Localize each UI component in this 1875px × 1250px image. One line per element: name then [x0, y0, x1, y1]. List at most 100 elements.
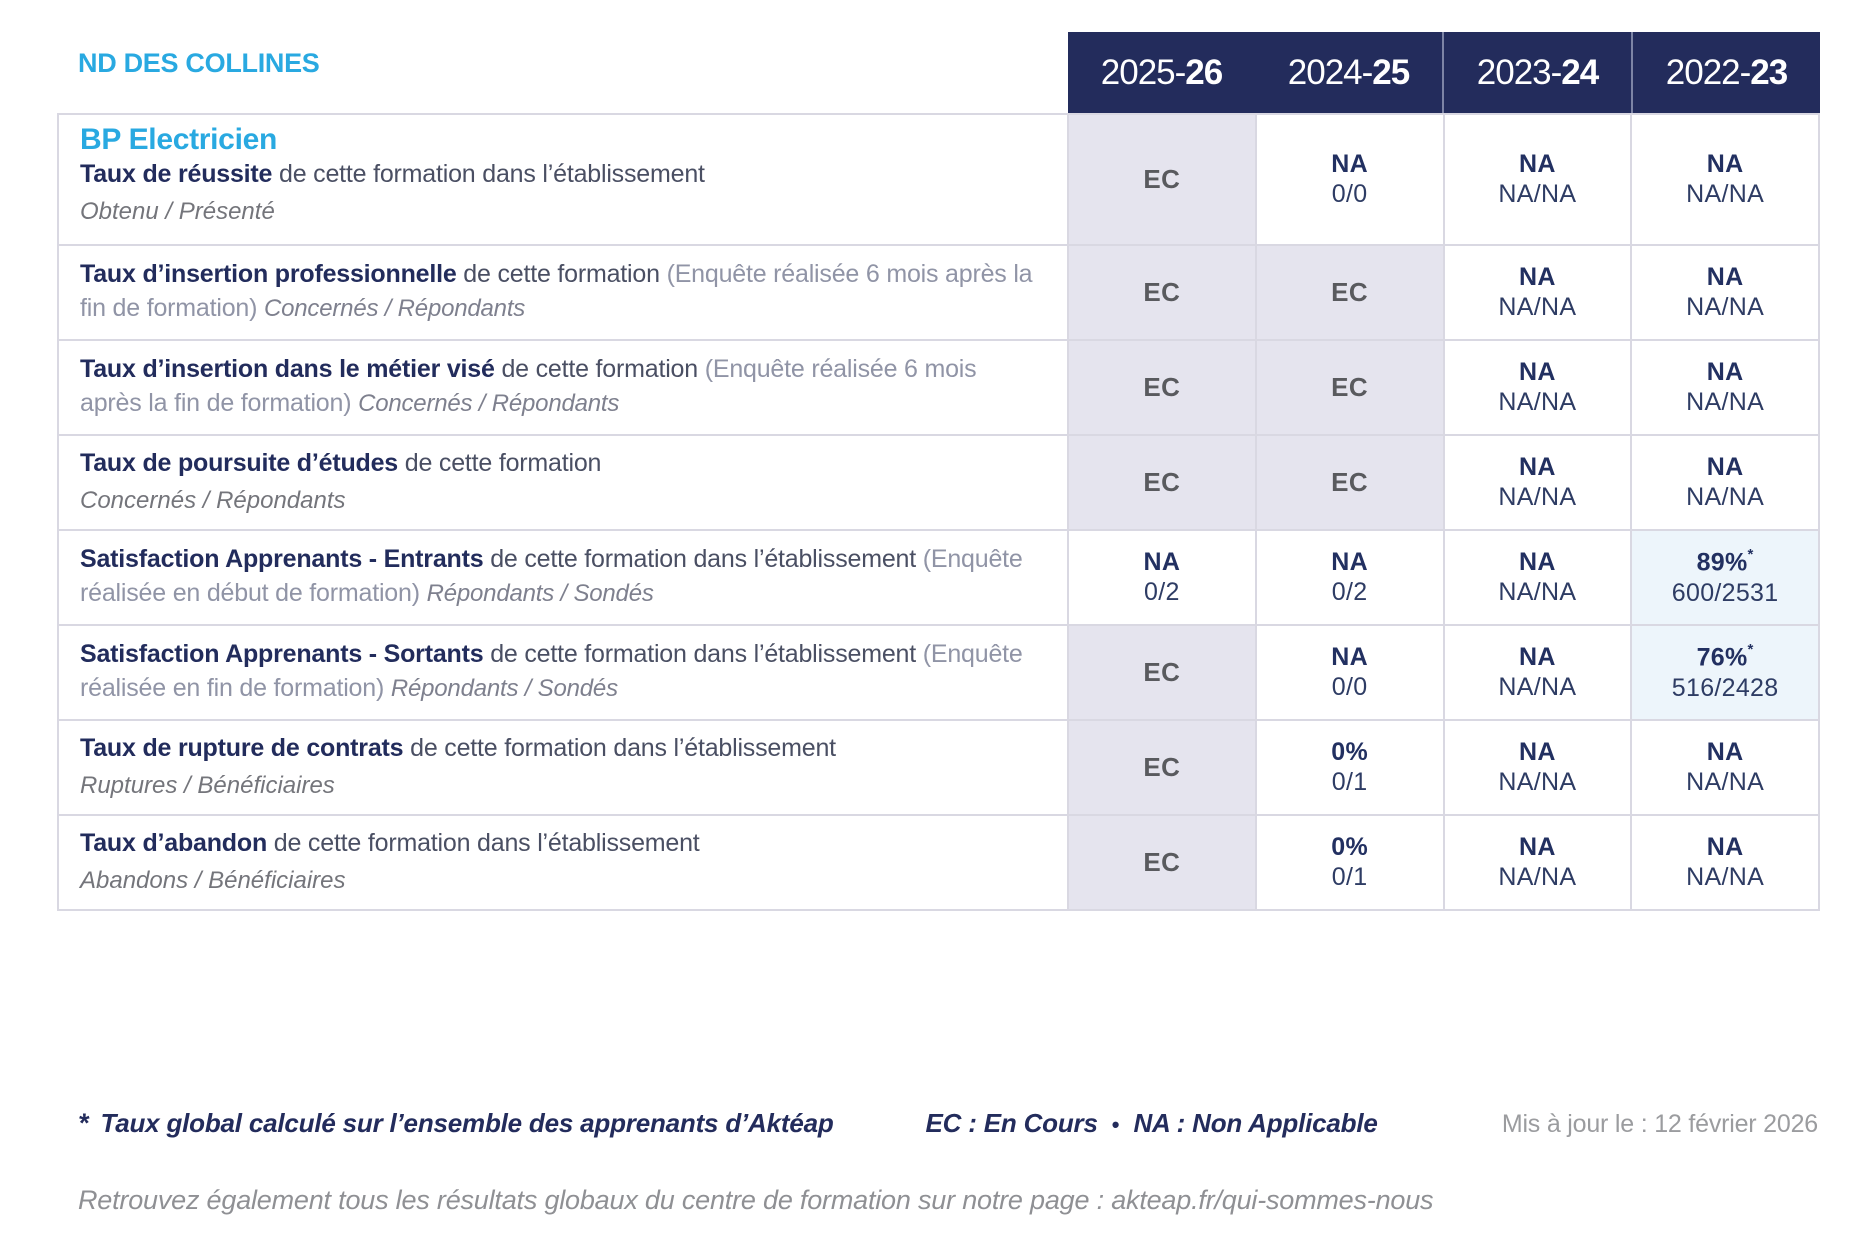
row-title: Taux de rupture de contrats	[80, 733, 404, 762]
year-bold: 24	[1561, 52, 1599, 92]
cell-subvalue: 0/2	[1144, 578, 1180, 606]
row-title: Taux de réussite	[80, 160, 273, 188]
cell-value: EC	[1331, 372, 1369, 402]
bullet-separator-icon: •	[1111, 1112, 1120, 1137]
year-column-2023-24: 2023- 24	[1442, 32, 1631, 113]
row-description: de cette formation dans l’établissement	[490, 545, 916, 574]
row-subtitle: Répondants / Sondés	[390, 674, 618, 702]
row-label: Satisfaction Apprenants - Sortants de ce…	[59, 626, 1067, 719]
table-cell: EC	[1067, 436, 1255, 529]
year-prefix: 2025-	[1100, 52, 1187, 92]
table-cell: NA 0/0	[1254, 115, 1443, 244]
table-cell: NA NA/NA	[1442, 341, 1631, 434]
row-label-text: Satisfaction Apprenants - Sortants de ce…	[80, 638, 1041, 705]
year-column-2025-26: 2025- 26	[1068, 32, 1255, 113]
year-bold: 25	[1372, 52, 1410, 92]
row-label: Taux d’insertion professionnelle de cett…	[59, 246, 1067, 339]
cell-value: NA	[1519, 833, 1556, 861]
row-label-text: Taux d’insertion dans le métier visé de …	[80, 353, 1041, 420]
table-row-insertion-metier-vise: Taux d’insertion dans le métier visé de …	[59, 339, 1818, 434]
footnote-text: Taux global calculé sur l’ensemble des a…	[100, 1108, 834, 1138]
table-cell-highlighted: 89%* 600/2531	[1630, 531, 1818, 624]
cell-value: 0%	[1331, 738, 1368, 766]
cell-value: NA	[1331, 548, 1368, 576]
cell-subvalue: NA/NA	[1686, 180, 1765, 208]
asterisk-marker: *	[78, 1108, 89, 1138]
cell-value: EC	[1331, 467, 1369, 497]
row-label: Taux d’abandon de cette formation dans l…	[59, 816, 1067, 909]
table-cell: EC	[1067, 341, 1255, 434]
table-row-rupture-contrats: Taux de rupture de contrats de cette for…	[59, 719, 1818, 814]
table-cell: NA 0/0	[1254, 626, 1443, 719]
cell-subvalue: NA/NA	[1498, 180, 1577, 208]
row-description: de cette formation dans l’établissement	[410, 733, 836, 762]
table-cell: EC	[1254, 341, 1443, 434]
table-cell: NA 0/2	[1067, 531, 1255, 624]
school-name: ND DES COLLINES	[78, 48, 320, 78]
cell-value: EC	[1143, 467, 1181, 497]
legend-na: NA : Non Applicable	[1133, 1108, 1378, 1138]
table-cell: EC	[1254, 436, 1443, 529]
cell-value: 76%*	[1696, 641, 1754, 672]
cell-subvalue: NA/NA	[1498, 578, 1577, 606]
row-label: Satisfaction Apprenants - Entrants de ce…	[59, 531, 1067, 624]
cell-value: EC	[1143, 752, 1181, 782]
cell-subvalue: NA/NA	[1686, 768, 1765, 796]
last-updated-date: Mis à jour le : 12 février 2026	[1501, 1110, 1818, 1138]
row-title: Taux de poursuite d’études	[80, 448, 398, 477]
table-cell: NA NA/NA	[1442, 721, 1631, 814]
cell-value: EC	[1143, 657, 1181, 687]
table-cell: EC	[1254, 246, 1443, 339]
cell-value: EC	[1143, 164, 1181, 194]
row-label-text: Taux de poursuite d’études de cette form…	[80, 447, 1041, 480]
cell-value: EC	[1143, 847, 1181, 877]
cell-subvalue: NA/NA	[1686, 863, 1765, 891]
cell-value: EC	[1143, 277, 1181, 307]
table-cell: EC	[1067, 721, 1255, 814]
cell-value: NA	[1706, 358, 1744, 386]
row-label: Taux d’insertion dans le métier visé de …	[59, 341, 1067, 434]
row-title: Satisfaction Apprenants - Entrants	[80, 545, 484, 574]
cell-subvalue: NA/NA	[1498, 768, 1577, 796]
cell-subvalue: 0/1	[1331, 768, 1368, 796]
table-cell: NA NA/NA	[1442, 246, 1631, 339]
table-row-abandon: Taux d’abandon de cette formation dans l…	[59, 814, 1818, 909]
table-cell: EC	[1067, 115, 1255, 244]
row-subtitle: Obtenu / Présenté	[80, 198, 275, 226]
row-label-text: Satisfaction Apprenants - Entrants de ce…	[80, 543, 1041, 610]
table-cell: NA NA/NA	[1442, 531, 1631, 624]
table-row-satisfaction-entrants: Satisfaction Apprenants - Entrants de ce…	[59, 529, 1818, 624]
table-row-taux-de-reussite: BP Electricien Taux de réussite de cette…	[59, 115, 1818, 244]
cell-value: NA	[1519, 263, 1556, 291]
row-label-text: Taux d’abandon de cette formation dans l…	[80, 827, 1041, 860]
cell-value: NA	[1706, 453, 1744, 481]
year-prefix: 2024-	[1287, 52, 1374, 92]
results-table: BP Electricien Taux de réussite de cette…	[57, 113, 1820, 911]
cell-value: NA	[1519, 453, 1556, 481]
table-cell: NA NA/NA	[1630, 115, 1818, 244]
row-description: de cette formation	[463, 260, 660, 289]
row-label-text: Taux d’insertion professionnelle de cett…	[80, 258, 1041, 325]
table-cell: EC	[1067, 816, 1255, 909]
legend: EC : En Cours • NA : Non Applicable	[926, 1108, 1378, 1139]
row-subtitle: Abandons / Bénéficiaires	[80, 867, 346, 895]
cell-subvalue: NA/NA	[1686, 483, 1765, 511]
cell-subvalue: NA/NA	[1686, 388, 1765, 416]
legend-ec: EC : En Cours	[925, 1108, 1098, 1138]
year-column-2022-23: 2022- 23	[1631, 32, 1820, 113]
row-subtitle: Concernés / Répondants	[264, 294, 526, 322]
table-cell-highlighted: 76%* 516/2428	[1630, 626, 1818, 719]
cell-value: NA	[1519, 738, 1556, 766]
year-header-row: 2025- 26 2024- 25 2023- 24 2022- 23	[1068, 32, 1820, 113]
row-label: Taux de rupture de contrats de cette for…	[59, 721, 1067, 814]
row-subtitle: Concernés / Répondants	[80, 487, 346, 515]
row-parenthetical: (Enquête réalisée en début de formation)	[80, 545, 1023, 607]
year-column-2024-25: 2024- 25	[1255, 32, 1442, 113]
table-row-insertion-professionnelle: Taux d’insertion professionnelle de cett…	[59, 244, 1818, 339]
row-parenthetical: (Enquête réalisée en fin de formation)	[80, 640, 1023, 702]
cell-subvalue: 0/0	[1331, 180, 1368, 208]
asterisk-marker: *	[1747, 641, 1754, 659]
cell-subvalue: NA/NA	[1498, 863, 1577, 891]
cell-value: NA	[1143, 548, 1181, 576]
cell-value: NA	[1706, 738, 1744, 766]
